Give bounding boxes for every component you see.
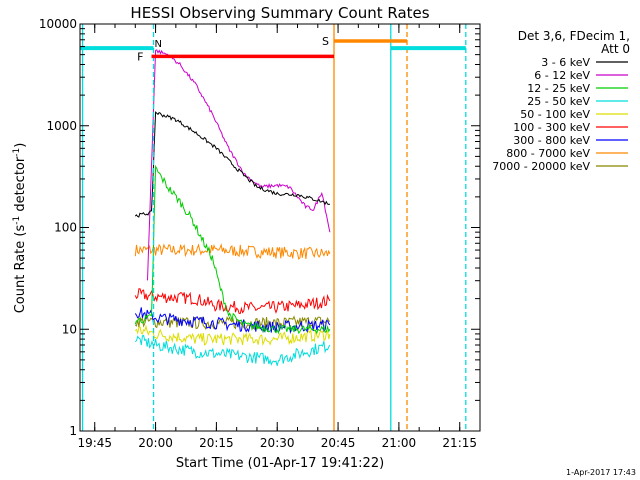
legend-label-9: 7000 - 20000 keV [492,160,590,173]
series-line-4 [134,334,331,366]
series-line-3 [134,164,331,335]
night-label: N [155,39,162,50]
axes: 19:45 20:00 20:15 20:30 20:45 21:00 21:15 1 10 10… [39,17,480,450]
chart-title: HESSI Observing Summary Count Rates [130,4,429,22]
series-line-8 [134,243,331,260]
legend-label-1: 3 - 6 keV [541,56,590,69]
legend-label-3: 12 - 25 keV [527,82,590,95]
y-axis-label-sup2: -1 [12,148,22,157]
y-axis-label: Count Rate (s-1 detector-1) [12,143,28,314]
y-tick-label-3: 100 [54,221,77,235]
y-tick-label-4: 1000 [46,119,77,133]
y-tick-label-5: 10000 [39,17,77,31]
y-axis-label-end: ) [13,143,28,148]
x-tick-label-5: 20:45 [321,436,356,450]
legend-label-5: 50 - 100 keV [520,108,590,121]
legend-label-4: 25 - 50 keV [527,95,590,108]
legend-label-2: 6 - 12 keV [534,69,590,82]
saa-label: S [322,35,329,48]
x-axis-label: Start Time (01-Apr-17 19:41:22) [176,456,384,471]
series-line-6 [134,288,331,314]
x-tick-label-3: 20:15 [199,436,234,450]
x-tick-label-6: 21:00 [382,436,417,450]
timestamp: 1-Apr-2017 17:43 [566,468,636,477]
y-axis-label-sup1: -1 [12,216,22,225]
y-axis-label-mid: detector [13,156,28,216]
y-tick-label-1: 1 [69,424,77,438]
legend-header-line2: Att 0 [601,42,630,56]
series-line-1 [134,111,331,218]
flare-label: F [137,50,143,63]
legend-label-6: 100 - 300 keV [513,121,590,134]
series-line-5 [134,324,331,347]
y-axis-label-main: Count Rate (s [13,225,28,314]
x-tick-label-7: 21:15 [442,436,477,450]
y-tick-label-2: 10 [62,322,77,336]
x-tick-label-4: 20:30 [260,436,295,450]
series-line-7 [134,307,331,334]
series-line-2 [147,49,331,281]
plot-data [134,49,331,366]
x-tick-label-2: 20:00 [138,436,173,450]
legend-label-8: 800 - 7000 keV [506,147,590,160]
legend-header-line1: Det 3,6, FDecim 1, [518,29,630,43]
x-tick-label-1: 19:45 [77,436,112,450]
legend-label-7: 300 - 800 keV [513,134,590,147]
